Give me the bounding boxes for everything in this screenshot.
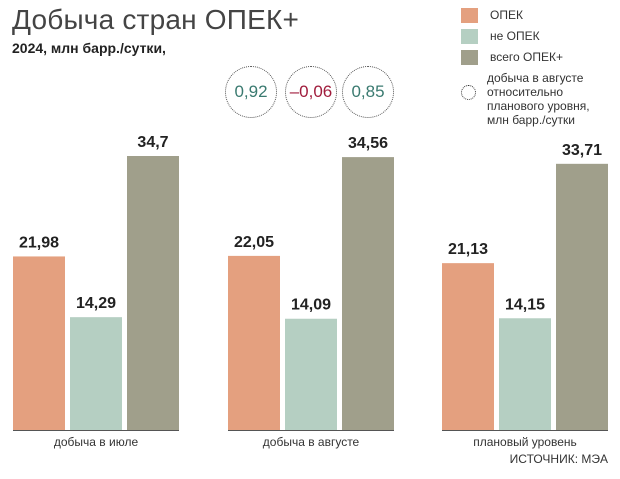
data-label-total-3: 33,71 <box>562 142 602 159</box>
deviation-bubble-opec: 0,92 <box>225 66 277 118</box>
data-label-total-1: 34,7 <box>137 134 168 151</box>
legend-item-note: добыча в августе относительно планового … <box>461 71 616 127</box>
category-label-2: добыча в августе <box>263 435 360 449</box>
legend-swatch-non-opec <box>461 29 478 44</box>
deviation-bubble-total: 0,85 <box>342 66 394 118</box>
category-label-3: плановый уровень <box>473 435 577 449</box>
dotted-circle-icon <box>461 85 476 100</box>
data-label-non-opec-1: 14,29 <box>76 295 116 312</box>
legend-note: добыча в августе относительно планового … <box>487 71 590 127</box>
legend-swatch-total <box>461 50 478 65</box>
legend-label-opec: ОПЕК <box>490 8 523 22</box>
legend: ОПЕК не ОПЕК всего ОПЕК+ добыча в август… <box>461 8 616 133</box>
data-label-non-opec-3: 14,15 <box>505 296 545 313</box>
bar-opec-2 <box>228 255 280 430</box>
legend-swatch-opec <box>461 8 478 23</box>
bar-opec-1 <box>13 256 65 430</box>
legend-item-opec: ОПЕК <box>461 8 616 23</box>
category-label-1: добыча в июле <box>54 435 139 449</box>
bar-opec-3 <box>442 263 494 430</box>
chart-title: Добыча стран ОПЕК+ <box>12 4 300 35</box>
legend-item-non-opec: не ОПЕК <box>461 29 616 44</box>
source-note: ИСТОЧНИК: МЭА <box>509 452 608 466</box>
data-label-total-2: 34,56 <box>348 135 388 152</box>
chart-subtitle: 2024, млн барр./сутки, <box>12 40 166 56</box>
bar-total-1 <box>127 156 179 430</box>
legend-label-non-opec: не ОПЕК <box>490 29 540 43</box>
bar-non-opec-2 <box>285 318 337 430</box>
bar-total-3 <box>556 163 608 430</box>
data-label-opec-1: 21,98 <box>19 234 59 251</box>
bar-total-2 <box>342 157 394 430</box>
legend-item-total: всего ОПЕК+ <box>461 50 616 65</box>
data-label-non-opec-2: 14,09 <box>291 297 331 314</box>
bar-non-opec-1 <box>70 317 122 430</box>
data-label-opec-2: 22,05 <box>234 234 274 251</box>
bar-non-opec-3 <box>499 318 551 430</box>
legend-label-total: всего ОПЕК+ <box>490 50 563 64</box>
deviation-bubble-non-opec: –0,06 <box>285 66 337 118</box>
data-label-opec-3: 21,13 <box>448 241 488 258</box>
